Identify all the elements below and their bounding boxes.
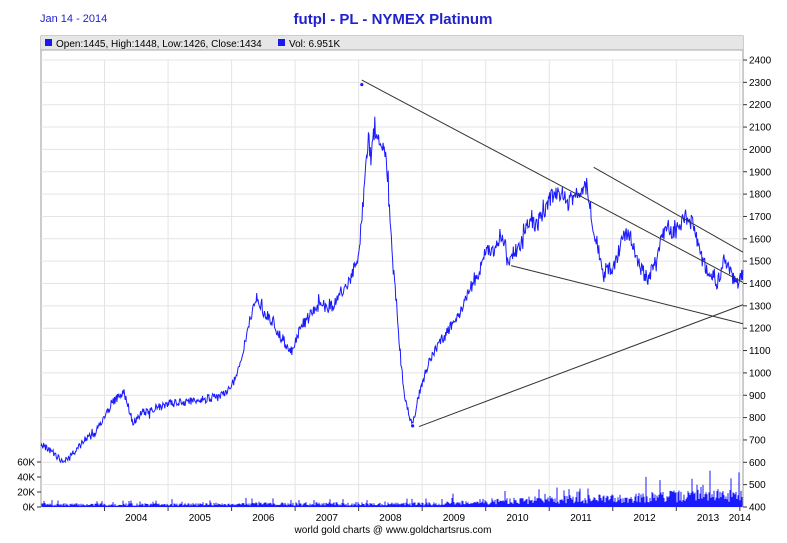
price-axis: 400 500 600 700 800 900 1000 1100 1200 1300 1400 15… xyxy=(743,56,772,514)
price-tick-label: 2400 xyxy=(749,56,772,67)
x-axis: 2004 2005 2006 2007 2008 2009 2010 2011 2012 2013… xyxy=(104,507,752,524)
x-tick-label: 2014 xyxy=(729,513,752,524)
chart-footer: world gold charts @ www.goldchartsrus.co… xyxy=(294,525,492,536)
chart-date-label: Jan 14 - 2014 xyxy=(40,13,107,25)
price-tick-label: 400 xyxy=(749,503,766,514)
chart-title: futpl - PL - NYMEX Platinum xyxy=(294,11,493,28)
price-tick-label: 1300 xyxy=(749,301,772,312)
price-tick-label: 600 xyxy=(749,458,766,469)
legend-ohlc: Open:1445, High:1448, Low:1426, Close:14… xyxy=(56,39,262,50)
x-tick-label: 2004 xyxy=(125,513,148,524)
x-tick-label: 2008 xyxy=(379,513,402,524)
price-tick-label: 2100 xyxy=(749,123,772,134)
legend-swatch-volume xyxy=(278,39,285,46)
price-tick-label: 1900 xyxy=(749,167,772,178)
price-tick-label: 700 xyxy=(749,435,766,446)
x-tick-label: 2009 xyxy=(443,513,466,524)
x-tick-label: 2012 xyxy=(633,513,656,524)
trendline xyxy=(361,79,744,283)
volume-tick-label: 40K xyxy=(17,473,35,484)
x-tick-label: 2007 xyxy=(316,513,339,524)
price-tick-label: 1100 xyxy=(749,346,771,357)
gridlines xyxy=(41,59,743,508)
price-tick-label: 800 xyxy=(749,413,766,424)
price-tick-label: 1200 xyxy=(749,324,772,335)
price-line xyxy=(40,116,744,464)
legend: Open:1445, High:1448, Low:1426, Close:14… xyxy=(45,39,340,50)
x-tick-label: 2005 xyxy=(189,513,212,524)
trendline xyxy=(418,304,744,428)
legend-bar xyxy=(41,36,743,50)
price-low-point xyxy=(411,424,415,428)
trendline xyxy=(510,265,744,325)
x-tick-label: 2013 xyxy=(697,513,720,524)
price-high-point xyxy=(360,82,364,87)
volume-axis: 0K 20K 40K 60K xyxy=(17,458,41,514)
price-tick-label: 2300 xyxy=(749,78,772,89)
trendlines xyxy=(361,79,744,428)
price-tick-label: 900 xyxy=(749,391,766,402)
legend-volume: Vol: 6.951K xyxy=(289,39,340,50)
price-tick-label: 2200 xyxy=(749,100,772,111)
volume-series xyxy=(41,470,743,507)
volume-tick-label: 60K xyxy=(17,458,35,469)
price-tick-label: 2000 xyxy=(749,145,772,156)
price-tick-label: 1500 xyxy=(749,257,772,268)
x-tick-label: 2011 xyxy=(570,513,592,524)
plot-area xyxy=(40,35,744,508)
x-tick-label: 2006 xyxy=(252,513,275,524)
price-series xyxy=(40,82,744,464)
price-tick-label: 1700 xyxy=(749,212,772,223)
legend-swatch-price xyxy=(45,39,52,46)
price-tick-label: 1800 xyxy=(749,190,772,201)
price-tick-label: 1600 xyxy=(749,234,772,245)
price-tick-label: 500 xyxy=(749,480,766,491)
price-tick-label: 1400 xyxy=(749,279,772,290)
trendline xyxy=(593,166,744,253)
volume-tick-label: 0K xyxy=(23,503,36,514)
price-tick-label: 1000 xyxy=(749,368,772,379)
x-tick-label: 2010 xyxy=(506,513,529,524)
volume-tick-label: 20K xyxy=(17,488,35,499)
